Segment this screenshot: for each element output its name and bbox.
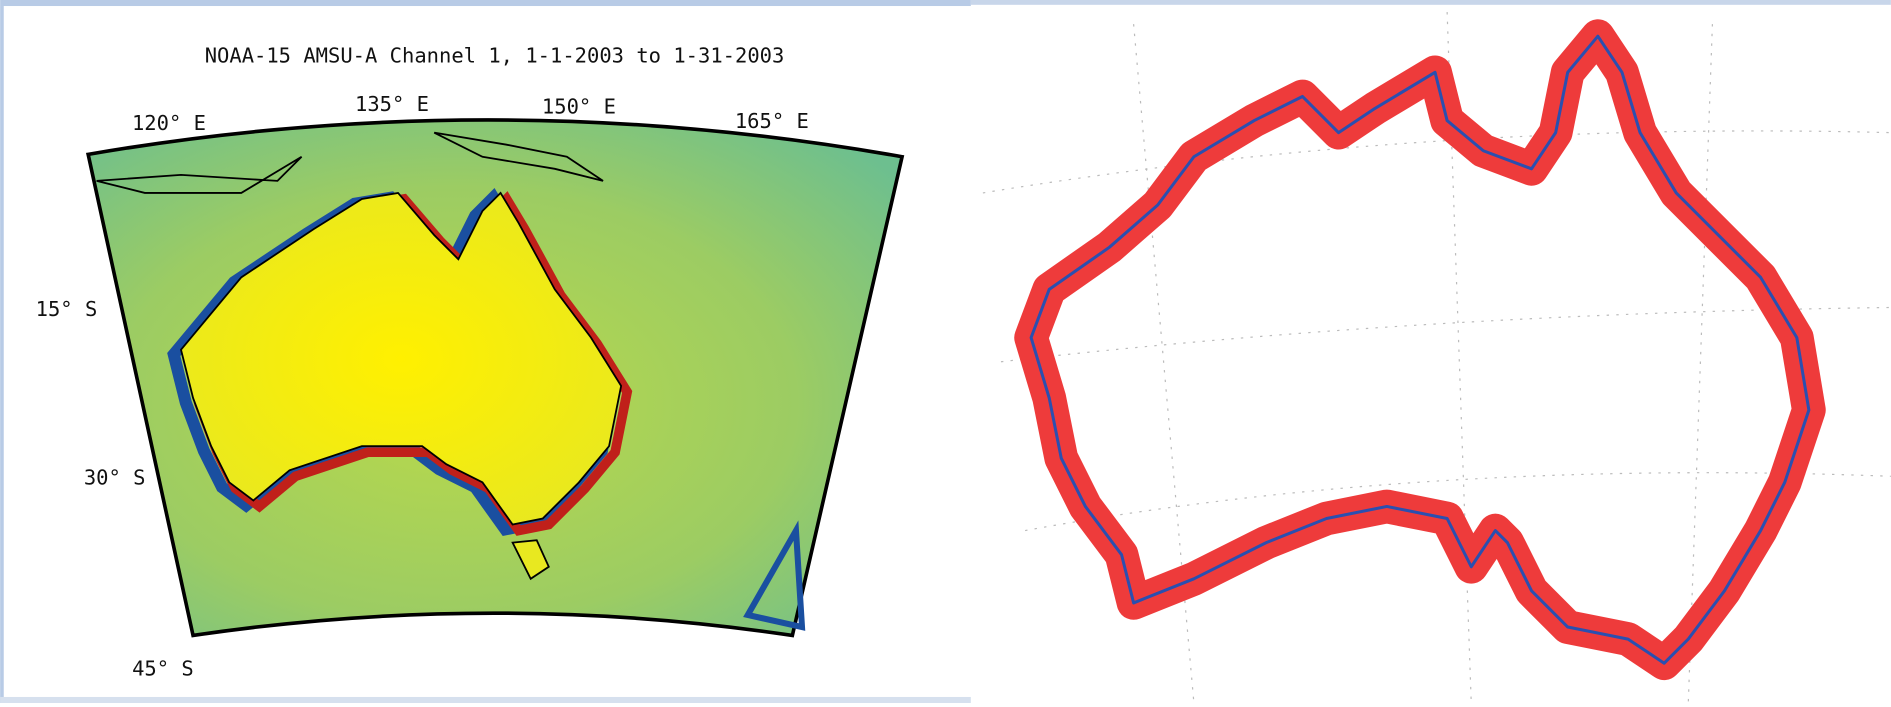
lon-label: 150° E [542, 94, 616, 118]
map-title: NOAA-15 AMSU-A Channel 1, 1-1-2003 to 1-… [205, 44, 785, 68]
bottom-strip [0, 697, 971, 703]
lat-label: 45° S [132, 656, 194, 680]
top-strip [0, 0, 971, 6]
figure: NOAA-15 AMSU-A Channel 1, 1-1-2003 to 1-… [0, 0, 1891, 703]
lat-label: 15° S [36, 297, 98, 321]
lon-label: 120° E [132, 111, 206, 135]
top-strip [971, 0, 1891, 5]
page: {"left_map": {"title": "NOAA-15 AMSU-A C… [0, 0, 1891, 703]
lon-label: 165° E [735, 109, 809, 133]
coastline-blue [1031, 36, 1809, 663]
buffer-red [1031, 36, 1809, 663]
lat-label: 30° S [84, 466, 146, 490]
left-strip [0, 6, 4, 703]
lon-label: 135° E [355, 92, 429, 116]
outline [1031, 36, 1809, 663]
